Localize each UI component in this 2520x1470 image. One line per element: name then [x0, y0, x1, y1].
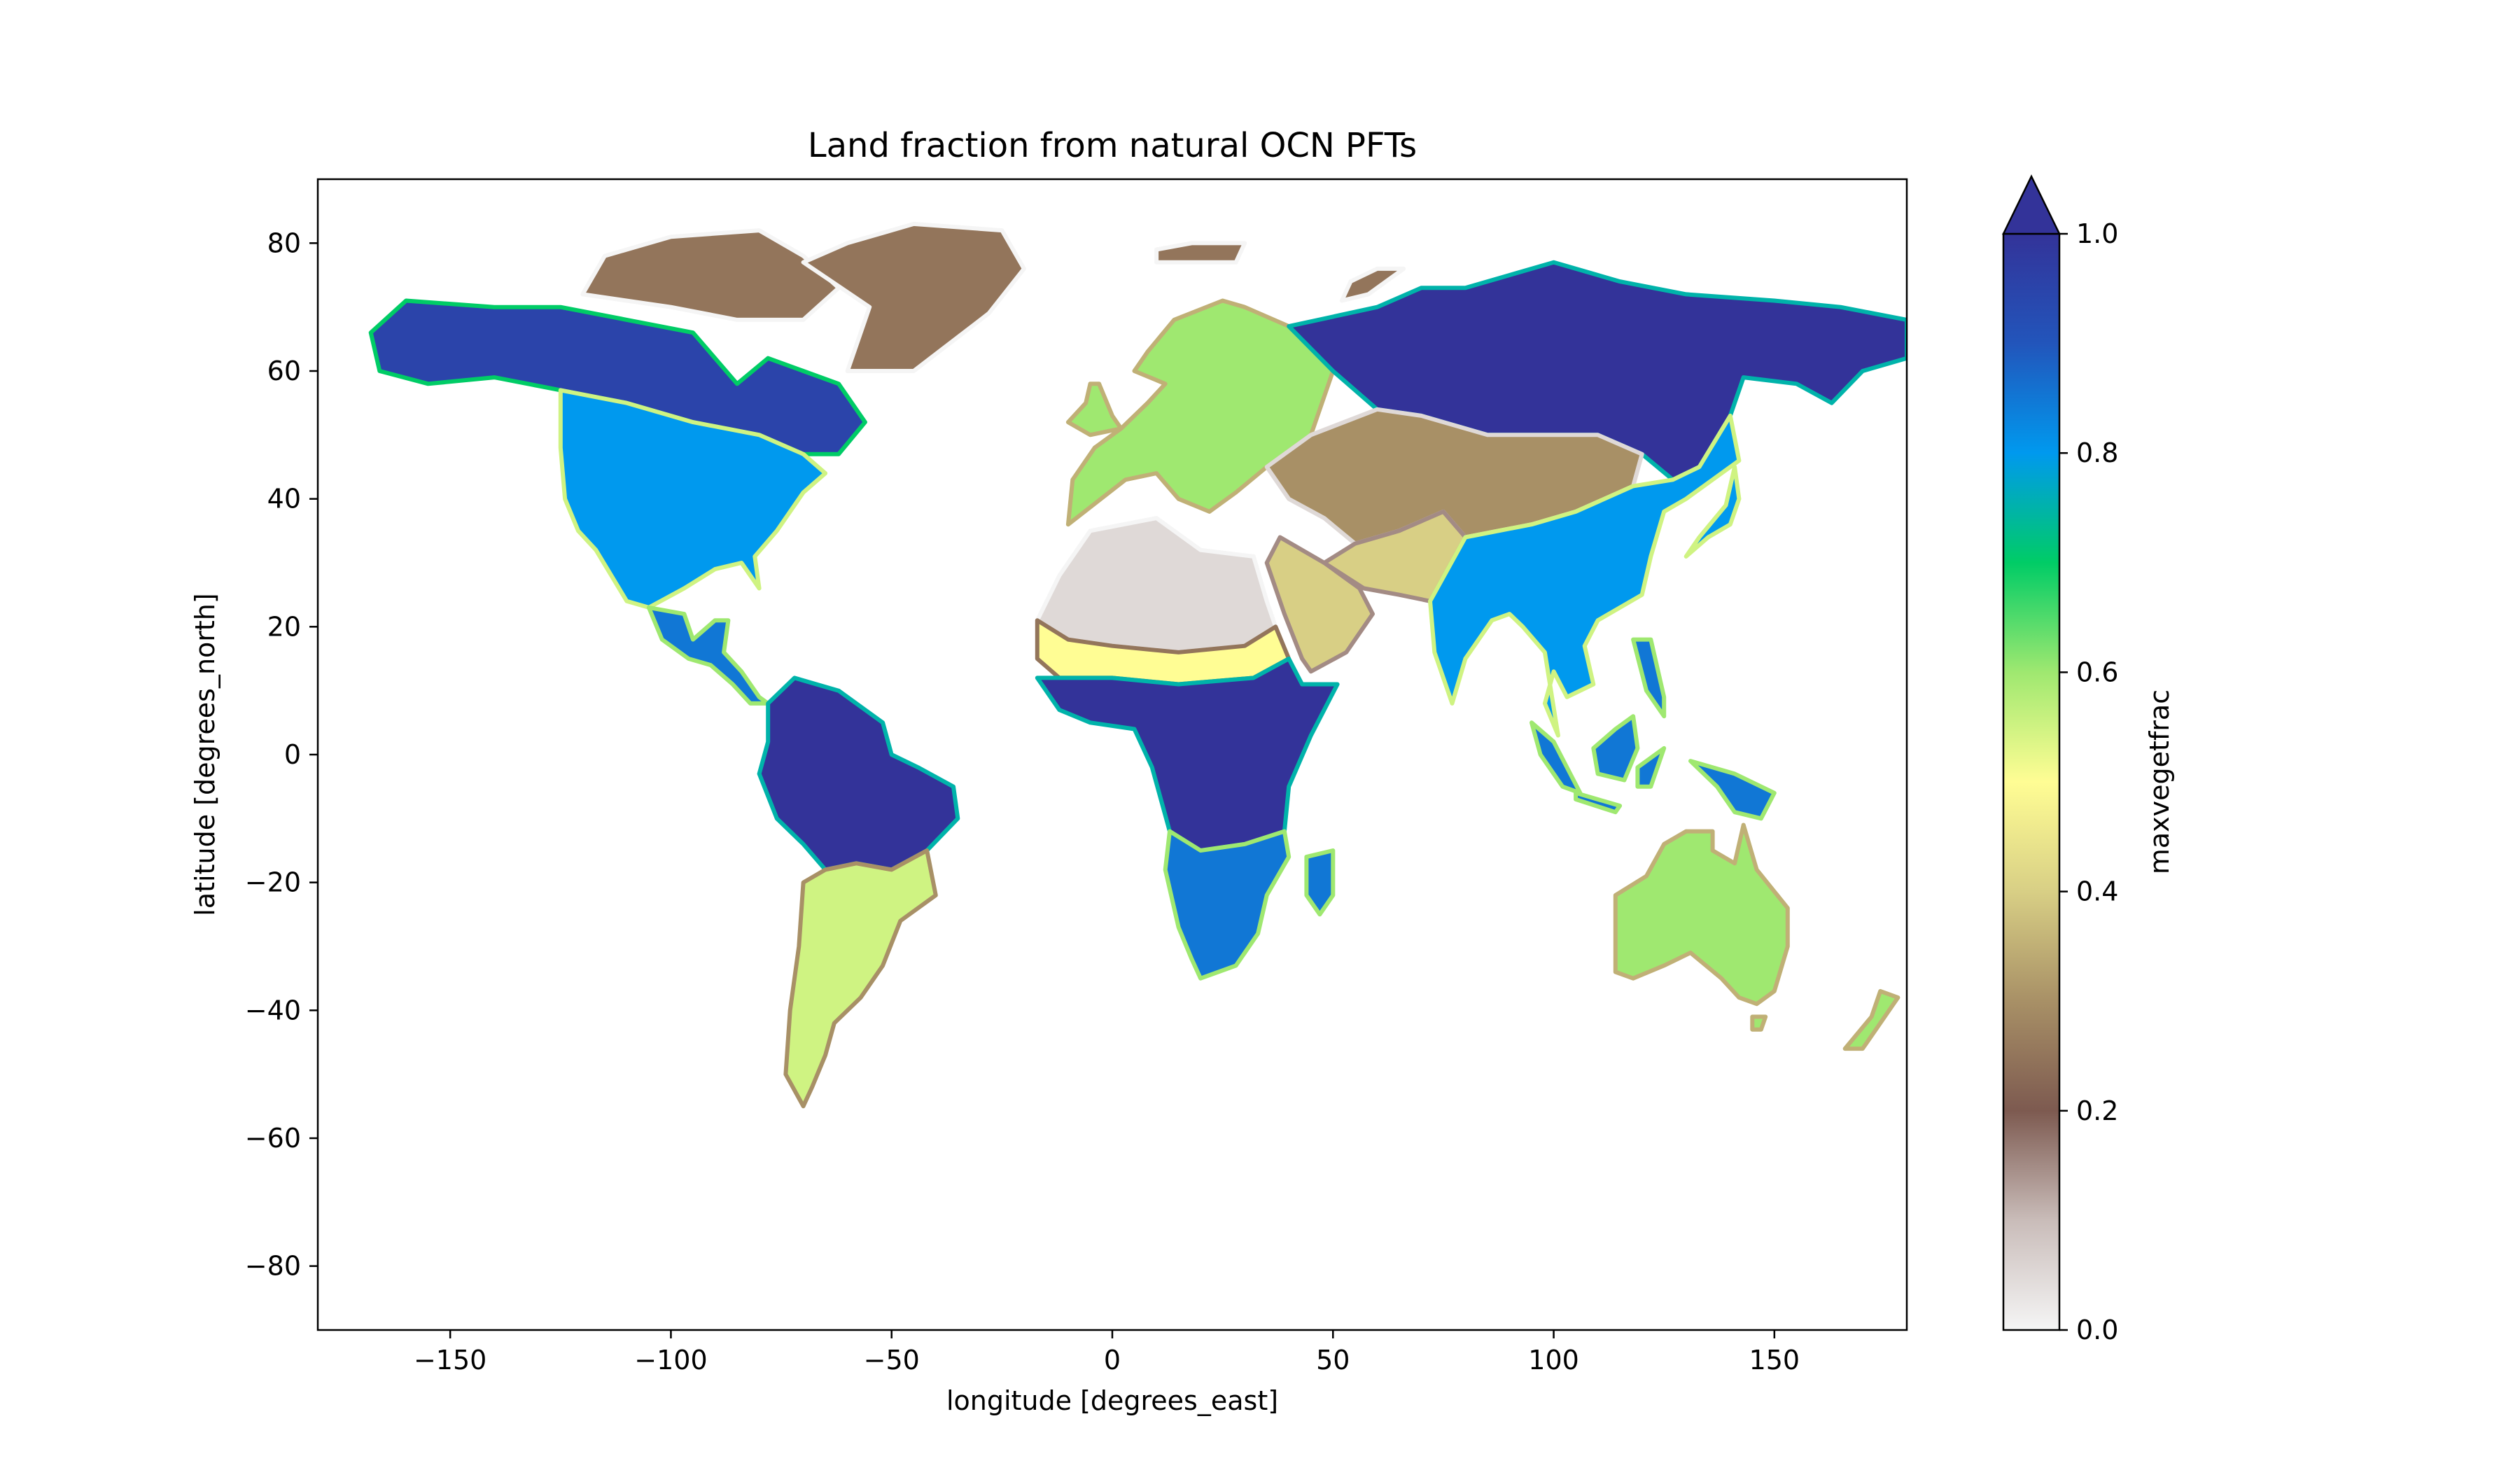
map-region-arabia	[1264, 535, 1375, 674]
map-region-central-america	[646, 605, 771, 706]
map-region-southern-africa	[1163, 829, 1292, 981]
x-tick-label: 50	[1316, 1345, 1350, 1376]
colorbar-tick-label: 0.4	[2076, 876, 2118, 907]
colorbar-gradient	[2002, 232, 2061, 1331]
map-region-maritime-southeast-asia	[1688, 759, 1777, 821]
map-region-maritime-southeast-asia	[1574, 790, 1623, 815]
y-axis-ticks: 80 60 40 20 0 −20 −40 −60 −80	[245, 227, 318, 1282]
y-tick-label: 40	[267, 484, 301, 514]
map-region-maritime-southeast-asia	[1631, 637, 1667, 719]
y-tick-label: −20	[245, 867, 301, 898]
x-tick-label: −150	[414, 1345, 486, 1376]
map-region-central-africa	[1035, 657, 1340, 853]
y-tick-label: 80	[267, 227, 301, 258]
map-region-arctic-islands	[801, 221, 1026, 373]
map-region-north-america-temperate	[558, 388, 828, 610]
y-tick-label: 0	[284, 739, 301, 770]
map-region-europe	[1065, 382, 1124, 438]
colorbar-tick-label: 0.8	[2076, 438, 2118, 468]
map-region-maritime-southeast-asia	[1591, 714, 1640, 783]
chart-title: Land fraction from natural OCN PFTs	[808, 126, 1417, 165]
map-region-maritime-southeast-asia	[1530, 720, 1583, 795]
colorbar-tick-label: 1.0	[2076, 218, 2118, 249]
map-region-australia	[1842, 988, 1900, 1051]
y-tick-label: 20	[267, 611, 301, 642]
map-region-australia	[1750, 1014, 1768, 1032]
x-axis-ticks: −150 −100 −50 0 50 100 150	[414, 1330, 1800, 1376]
colorbar-tick-label: 0.0	[2076, 1315, 2118, 1345]
map-region-southern-africa	[1304, 848, 1336, 917]
map-region-south-and-east-asia	[1428, 413, 1742, 738]
x-tick-label: −100	[634, 1345, 707, 1376]
x-tick-label: 150	[1749, 1345, 1800, 1376]
map-region-europe	[1065, 298, 1336, 527]
colorbar-tick-label: 0.2	[2076, 1096, 2118, 1126]
y-tick-label: 60	[267, 356, 301, 386]
y-axis-label: latitude [degrees_north]	[190, 593, 220, 916]
map-region-southern-south-america	[783, 848, 938, 1109]
map-plot-area	[318, 179, 1907, 1330]
x-tick-label: −50	[864, 1345, 920, 1376]
map-region-arctic-islands	[1154, 241, 1247, 265]
x-tick-label: 0	[1104, 1345, 1121, 1376]
colorbar: 0.0 0.2 0.4 0.6 0.8 1.0 maxvegetfrac	[2001, 174, 2175, 1345]
map-region-north-america-boreal	[368, 298, 867, 456]
colorbar-extend-arrow	[2001, 174, 2062, 235]
colorbar-ticks: 0.0 0.2 0.4 0.6 0.8 1.0	[2059, 218, 2118, 1345]
map-region-arctic-islands	[1339, 266, 1406, 303]
x-tick-label: 100	[1528, 1345, 1579, 1376]
y-tick-label: −80	[245, 1251, 301, 1282]
map-region-south-and-east-asia	[1684, 465, 1742, 559]
map-region-maritime-southeast-asia	[1635, 746, 1667, 789]
colorbar-label: maxvegetfrac	[2144, 690, 2175, 874]
colorbar-tick-label: 0.6	[2076, 657, 2118, 687]
x-axis-label: longitude [degrees_east]	[946, 1385, 1278, 1416]
y-tick-label: −40	[245, 995, 301, 1026]
map-region-australia	[1613, 822, 1790, 1007]
y-tick-label: −60	[245, 1123, 301, 1154]
